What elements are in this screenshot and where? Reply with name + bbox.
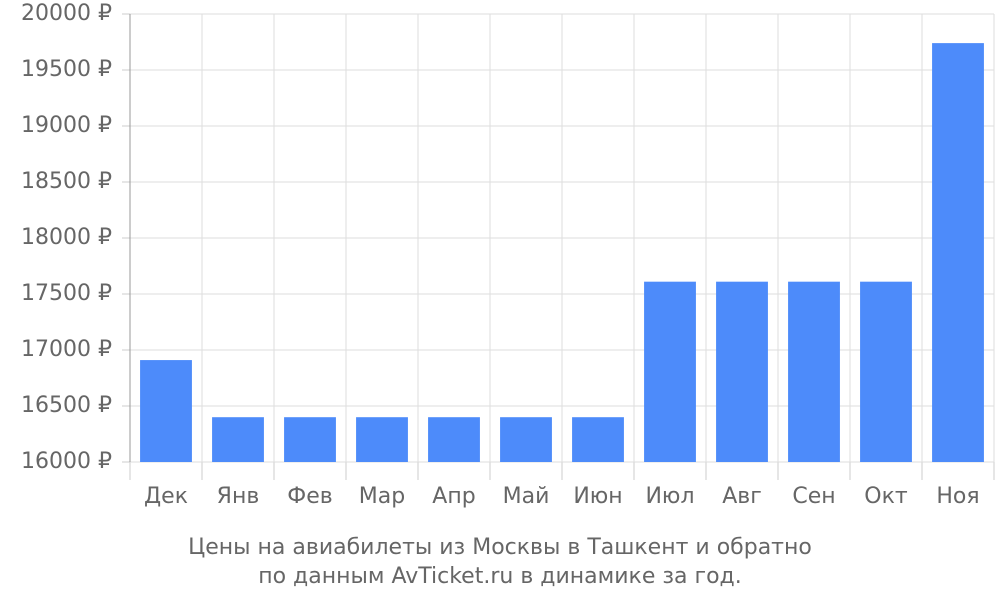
bar bbox=[572, 417, 624, 462]
y-tick-label: 19000 ₽ bbox=[21, 113, 112, 138]
bar bbox=[428, 417, 480, 462]
x-tick-label: Янв bbox=[217, 484, 260, 509]
bar bbox=[140, 360, 192, 462]
bar bbox=[284, 417, 336, 462]
x-tick-label: Окт bbox=[864, 484, 908, 509]
chart-subtitle: по данным AvTicket.ru в динамике за год. bbox=[258, 564, 742, 589]
bar bbox=[644, 281, 696, 462]
x-tick-label: Ноя bbox=[936, 484, 979, 509]
x-tick-label: Сен bbox=[792, 484, 835, 509]
y-tick-label: 20000 ₽ bbox=[21, 1, 112, 26]
y-tick-label: 18000 ₽ bbox=[21, 225, 112, 250]
bar bbox=[356, 417, 408, 462]
x-tick-label: Дек bbox=[144, 484, 188, 509]
bar bbox=[788, 281, 840, 462]
x-tick-label: Апр bbox=[432, 484, 475, 509]
bar bbox=[932, 43, 984, 463]
y-tick-label: 19500 ₽ bbox=[21, 57, 112, 82]
x-tick-label: Мар bbox=[359, 484, 405, 509]
x-tick-label: Фев bbox=[287, 484, 332, 509]
x-tick-label: Июн bbox=[573, 484, 622, 509]
x-tick-label: Май bbox=[503, 484, 550, 509]
bar bbox=[500, 417, 552, 462]
y-tick-label: 18500 ₽ bbox=[21, 169, 112, 194]
y-tick-label: 17500 ₽ bbox=[21, 281, 112, 306]
y-tick-label: 16500 ₽ bbox=[21, 393, 112, 418]
bar bbox=[212, 417, 264, 462]
y-tick-label: 17000 ₽ bbox=[21, 337, 112, 362]
bar bbox=[860, 281, 912, 462]
bar bbox=[716, 281, 768, 462]
chart-title: Цены на авиабилеты из Москвы в Ташкент и… bbox=[188, 535, 812, 560]
x-tick-label: Авг bbox=[722, 484, 762, 509]
x-tick-label: Июл bbox=[645, 484, 694, 509]
y-tick-label: 16000 ₽ bbox=[21, 449, 112, 474]
